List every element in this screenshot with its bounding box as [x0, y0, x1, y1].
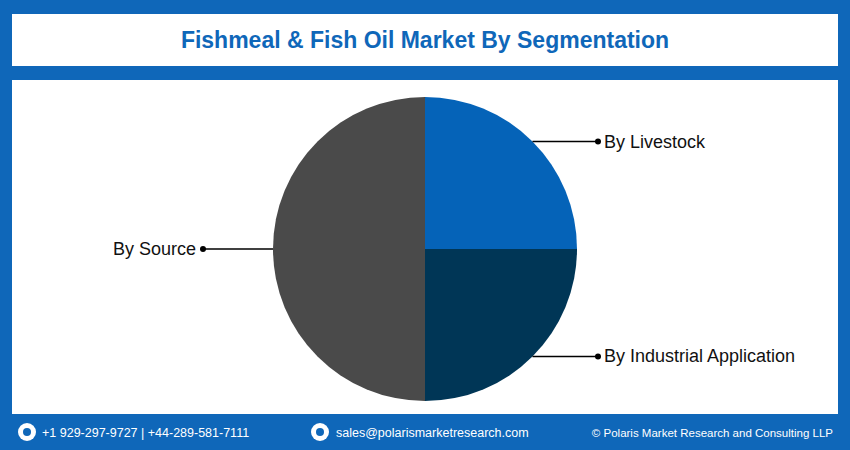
leader-line — [203, 248, 273, 250]
title-box — [12, 14, 838, 66]
pie-slice — [425, 97, 577, 249]
page: {"chart_data": {"type": "pie", "title": … — [0, 0, 850, 450]
footer-phone: +1 929-297-9727 | +44-289-581-7111 — [42, 426, 249, 440]
footer-icon — [18, 423, 36, 441]
footer-copyright: © Polaris Market Research and Consulting… — [592, 427, 833, 439]
leader-line — [532, 141, 598, 143]
slice-label: By Source — [113, 239, 196, 259]
title: Fishmeal & Fish Oil Market By Segmentati… — [181, 27, 669, 53]
chart-canvas: Fishmeal & Fish Oil Market By Segmentati… — [0, 0, 850, 450]
pie — [273, 97, 577, 401]
pie-slice — [273, 97, 425, 401]
footer-icon — [311, 423, 329, 441]
content-box — [12, 80, 838, 414]
slice-label: By Livestock — [604, 132, 706, 152]
leader-dot — [200, 246, 206, 252]
pie-slice — [425, 249, 577, 401]
leader-line — [532, 356, 598, 358]
leader-dot — [595, 353, 601, 359]
slice-label: By Industrial Application — [604, 346, 795, 366]
footer-icon-glyph — [316, 428, 324, 436]
frame — [0, 0, 850, 450]
footer-icon-glyph — [23, 428, 31, 436]
leader-dot — [595, 139, 601, 145]
footer-email: sales@polarismarketresearch.com — [336, 426, 529, 440]
